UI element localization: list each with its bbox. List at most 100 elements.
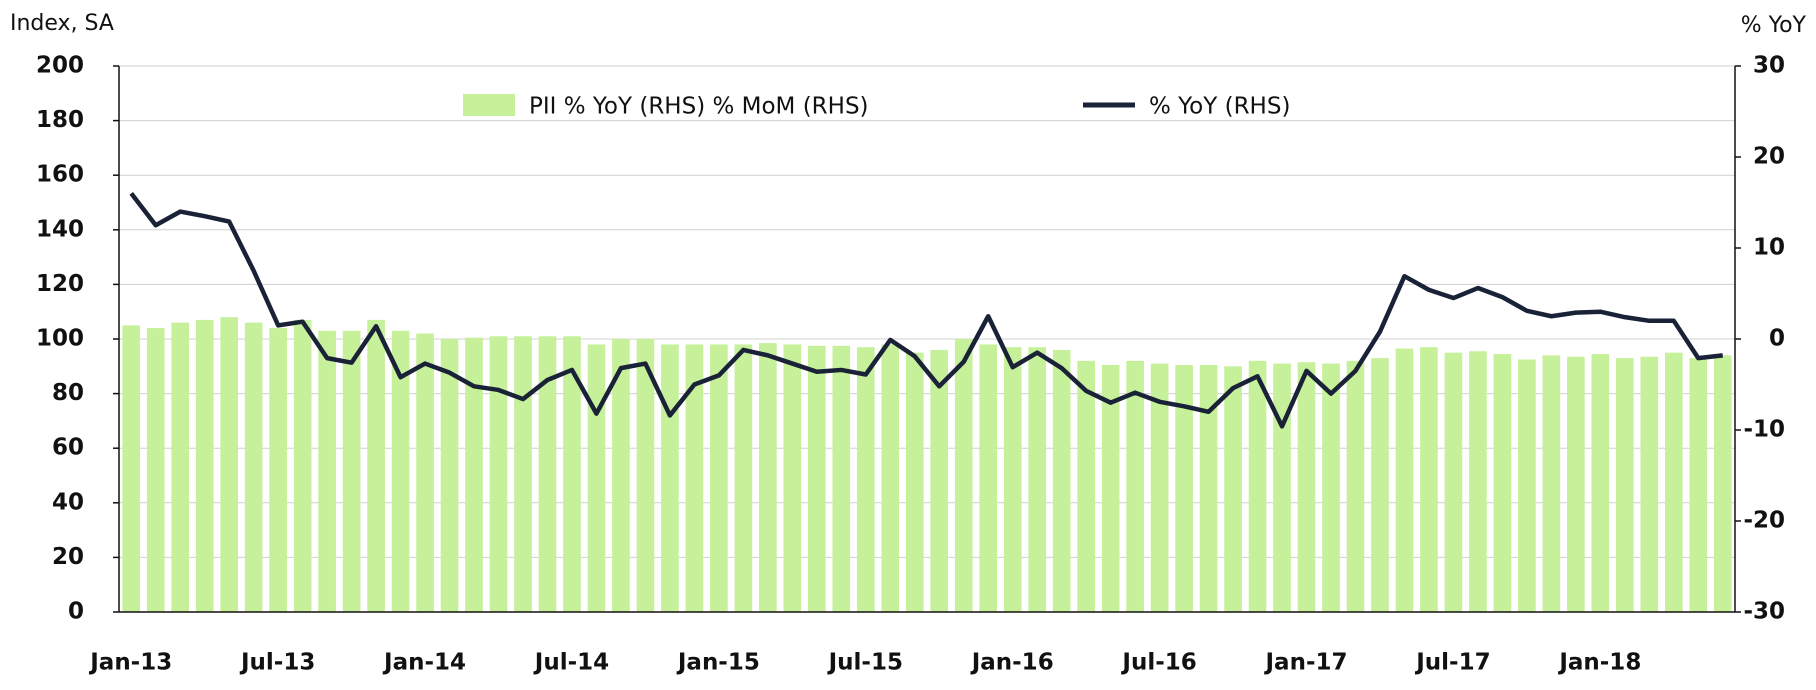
y2-tick-label: 0 bbox=[1769, 326, 1785, 352]
bar bbox=[954, 339, 973, 612]
x-tick-label: Jan-14 bbox=[382, 650, 466, 676]
legend-label: PII % YoY (RHS) % MoM (RHS) bbox=[529, 94, 869, 120]
bar bbox=[612, 339, 630, 612]
bar bbox=[1248, 360, 1267, 612]
bar bbox=[1224, 366, 1242, 612]
bar bbox=[759, 343, 777, 612]
bar bbox=[1101, 364, 1120, 612]
bar bbox=[1199, 364, 1218, 612]
y-axis-label: Index, SA bbox=[10, 11, 114, 36]
bar bbox=[636, 339, 655, 612]
bar bbox=[1469, 351, 1487, 612]
bar bbox=[1346, 360, 1365, 612]
bar bbox=[685, 344, 704, 612]
bar bbox=[856, 347, 875, 612]
legend-swatch bbox=[463, 94, 515, 116]
x-tick-label: Jul-17 bbox=[1414, 650, 1490, 676]
bar bbox=[1689, 358, 1708, 612]
y-tick-label: 40 bbox=[52, 489, 84, 515]
y2-tick-label: -10 bbox=[1743, 417, 1785, 443]
y-tick-label: 180 bbox=[36, 107, 84, 133]
bar bbox=[1395, 348, 1414, 612]
bar bbox=[440, 339, 459, 612]
bar bbox=[465, 337, 483, 612]
bar bbox=[661, 344, 679, 612]
bar bbox=[416, 333, 434, 612]
bar bbox=[244, 322, 263, 612]
legend-label: % YoY (RHS) bbox=[1149, 94, 1290, 120]
x-tick-label: Jan-18 bbox=[1557, 650, 1641, 676]
y2-tick-label: 20 bbox=[1753, 144, 1785, 170]
bar bbox=[1126, 360, 1144, 612]
bar bbox=[808, 345, 826, 612]
y2-tick-label: 30 bbox=[1753, 53, 1785, 79]
x-tick-label: Jul-15 bbox=[827, 650, 903, 676]
bar bbox=[1591, 354, 1610, 612]
bar bbox=[1028, 347, 1046, 612]
bar bbox=[1493, 354, 1512, 612]
bar bbox=[122, 325, 141, 612]
bar bbox=[832, 345, 851, 612]
bar bbox=[881, 344, 900, 612]
bar bbox=[293, 319, 312, 612]
bar bbox=[1077, 360, 1095, 612]
bar bbox=[1542, 355, 1561, 612]
x-tick-label: Jan-13 bbox=[88, 650, 172, 676]
bar bbox=[1518, 359, 1536, 612]
bar bbox=[1444, 352, 1463, 612]
bar bbox=[930, 349, 949, 612]
bar bbox=[1567, 356, 1585, 612]
bar bbox=[195, 319, 214, 612]
y-tick-label: 80 bbox=[52, 380, 84, 406]
y-tick-label: 160 bbox=[36, 162, 84, 188]
line bbox=[129, 192, 1724, 429]
bar bbox=[905, 352, 924, 612]
bar bbox=[979, 344, 998, 612]
bar bbox=[1273, 363, 1291, 612]
bar bbox=[1664, 352, 1683, 612]
x-tick-label: Jul-16 bbox=[1120, 650, 1196, 676]
bar bbox=[489, 336, 508, 612]
bar bbox=[146, 328, 165, 612]
bar bbox=[367, 319, 385, 612]
bar bbox=[269, 328, 287, 612]
bar bbox=[734, 344, 753, 612]
bar bbox=[1371, 358, 1389, 612]
y-tick-label: 100 bbox=[36, 326, 84, 352]
bar bbox=[1175, 364, 1193, 612]
y2-tick-label: -20 bbox=[1743, 508, 1785, 534]
bar bbox=[514, 336, 532, 612]
bar bbox=[1003, 347, 1022, 612]
y2-tick-label: -30 bbox=[1743, 599, 1785, 625]
bar bbox=[783, 344, 802, 612]
bar bbox=[1322, 363, 1340, 612]
bar bbox=[220, 317, 238, 612]
bar bbox=[1052, 349, 1071, 612]
bar bbox=[710, 344, 728, 612]
bar bbox=[1616, 358, 1634, 612]
x-tick-label: Jul-14 bbox=[533, 650, 609, 676]
x-tick-label: Jan-16 bbox=[970, 650, 1054, 676]
bar bbox=[538, 336, 557, 612]
x-tick-label: Jan-17 bbox=[1264, 650, 1348, 676]
y-tick-label: 60 bbox=[52, 435, 84, 461]
bar bbox=[1297, 362, 1316, 612]
y-tick-label: 140 bbox=[36, 216, 84, 242]
bar bbox=[563, 336, 581, 612]
x-tick-label: Jan-15 bbox=[676, 650, 760, 676]
y-tick-label: 20 bbox=[52, 544, 84, 570]
y-tick-label: 120 bbox=[36, 271, 84, 297]
bar bbox=[391, 330, 410, 612]
bar bbox=[1150, 363, 1169, 612]
y2-axis-label: % YoY bbox=[1741, 13, 1807, 38]
bar bbox=[318, 330, 336, 612]
bar bbox=[1420, 347, 1438, 612]
bar bbox=[1640, 356, 1659, 612]
bar bbox=[171, 322, 190, 612]
y-tick-label: 0 bbox=[68, 599, 84, 625]
bar bbox=[587, 344, 606, 612]
y-tick-label: 200 bbox=[36, 53, 84, 79]
bar bbox=[342, 330, 361, 612]
x-tick-label: Jul-13 bbox=[239, 650, 315, 676]
